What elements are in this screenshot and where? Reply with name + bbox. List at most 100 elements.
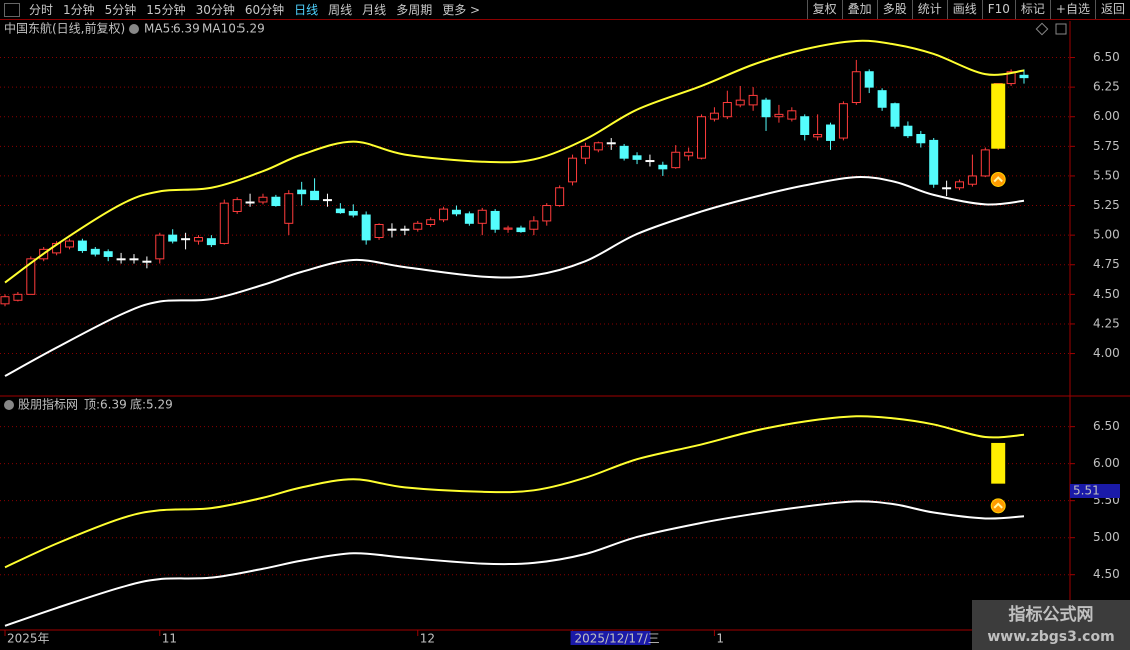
candle-body — [64, 240, 74, 248]
period-tab[interactable]: 60分钟 — [244, 3, 285, 17]
candle-body — [748, 94, 758, 106]
y-tick-label: 5.00 — [1093, 530, 1120, 544]
candle-body — [709, 112, 719, 120]
candle-body — [168, 234, 178, 242]
y-tick-label: 4.75 — [1093, 257, 1120, 271]
legend-name: 顶: — [84, 398, 100, 412]
toolbar-button[interactable]: 复权 — [806, 0, 842, 19]
chart-title: 中国东航(日线,前复权) — [4, 21, 125, 36]
y-tick-label: 5.50 — [1093, 168, 1120, 182]
toolbar-button[interactable]: 叠加 — [841, 0, 877, 19]
y-tick-label: 6.00 — [1093, 109, 1120, 123]
x-tick-label: 1 — [716, 632, 724, 646]
candle-body — [1019, 74, 1029, 79]
period-tab[interactable]: 30分钟 — [195, 3, 235, 17]
panel-icon[interactable] — [1035, 22, 1049, 36]
x-tick-label: 11 — [162, 632, 177, 646]
candle-body — [181, 238, 191, 241]
candle-body — [310, 190, 320, 201]
candle-body — [219, 202, 229, 244]
cursor-box — [1070, 484, 1120, 498]
candle-body — [206, 238, 216, 246]
settings-icon[interactable] — [129, 24, 139, 34]
candle-body — [684, 151, 694, 157]
toolbar-right: 复权 叠加 多股 统计 画线 F10 标记 +自选 返回 — [806, 0, 1130, 19]
signal-marker — [990, 498, 1006, 514]
toolbar-button[interactable]: 标记 — [1014, 0, 1050, 19]
candle-body — [400, 228, 410, 231]
candle-body — [967, 175, 977, 185]
y-tick-label: 6.25 — [1093, 80, 1120, 94]
toolbar-button[interactable]: 统计 — [911, 0, 947, 19]
period-tab[interactable]: 15分钟 — [146, 3, 186, 17]
signal-arrow — [993, 176, 1003, 183]
period-tab[interactable]: 周线 — [328, 3, 353, 17]
candle-body — [142, 260, 152, 263]
candle-body — [529, 220, 539, 230]
period-tab[interactable]: 分时 — [29, 3, 54, 17]
candle-body — [568, 157, 578, 183]
candle-body — [774, 113, 784, 118]
candle-body — [271, 196, 281, 207]
candle-body — [658, 164, 668, 170]
candle-body — [374, 223, 384, 239]
candle-body — [155, 234, 165, 260]
candle-body — [26, 258, 36, 295]
x-tick-label: 12 — [420, 632, 435, 646]
y-tick-label: 4.25 — [1093, 316, 1120, 330]
toolbar-button[interactable]: F10 — [981, 0, 1015, 19]
candle-body — [697, 116, 707, 159]
candle-body — [555, 187, 565, 207]
candle-body — [955, 181, 965, 189]
settings-icon[interactable] — [4, 400, 14, 410]
candle-body — [297, 189, 307, 195]
candle-body — [826, 124, 836, 141]
candle-body — [722, 102, 732, 118]
background — [0, 21, 1130, 650]
period-tab[interactable]: 更多 > — [442, 3, 481, 17]
candle-body — [671, 151, 681, 169]
period-tab[interactable]: 多周期 — [396, 3, 433, 17]
indicator-title: 股朋指标网 — [18, 397, 78, 412]
toolbar-button[interactable]: +自选 — [1049, 0, 1095, 19]
toolbar-button[interactable]: 画线 — [946, 0, 982, 19]
candle-body — [335, 208, 345, 214]
candle-body — [735, 99, 745, 106]
toolbar-button[interactable]: 返回 — [1094, 0, 1130, 19]
candle-body — [322, 199, 332, 202]
candle-body — [464, 213, 474, 224]
candle-body — [580, 145, 590, 159]
candle-body — [361, 214, 371, 241]
signal-bar — [991, 442, 1006, 484]
plot-content: 6.50 6.25 6.00 5.75 5.50 5.25 5.00 4.75 4.50 4.25… — [0, 39, 1120, 646]
candle-body — [851, 71, 861, 104]
candle-body — [439, 208, 449, 221]
candle-body — [606, 142, 616, 145]
candle-body — [193, 237, 203, 242]
toolbar-button[interactable]: 多股 — [876, 0, 912, 19]
signal-bar — [991, 83, 1006, 149]
period-tab[interactable]: 1分钟 — [63, 3, 95, 17]
legend-value: 5.29 — [146, 398, 173, 412]
signal-arrow — [993, 502, 1003, 509]
candle-body — [632, 155, 642, 160]
panel-icon[interactable] — [1055, 23, 1067, 35]
candle-body — [116, 258, 126, 261]
candle-body — [864, 71, 874, 88]
candle-body — [645, 160, 655, 163]
candle-body — [129, 258, 139, 261]
candle-body — [90, 248, 100, 255]
period-tab[interactable]: 日线 — [294, 3, 319, 17]
candle-body — [245, 201, 255, 204]
y-tick-label: 5.75 — [1093, 139, 1120, 153]
watermark-title: 指标公式网 — [1009, 604, 1094, 625]
toolbar: 分时 1分钟 5分钟 15分钟 30分钟 60分钟 日线 周线 月线 多周期 更多 > 复权 叠加 多股… — [0, 0, 1130, 20]
y-tick-label: 5.00 — [1093, 228, 1120, 242]
candle-body — [980, 149, 990, 177]
toolbar-icon[interactable] — [4, 2, 20, 17]
period-tab[interactable]: 5分钟 — [104, 3, 137, 17]
watermark-box — [972, 600, 1130, 650]
period-tab[interactable]: 月线 — [362, 3, 387, 17]
